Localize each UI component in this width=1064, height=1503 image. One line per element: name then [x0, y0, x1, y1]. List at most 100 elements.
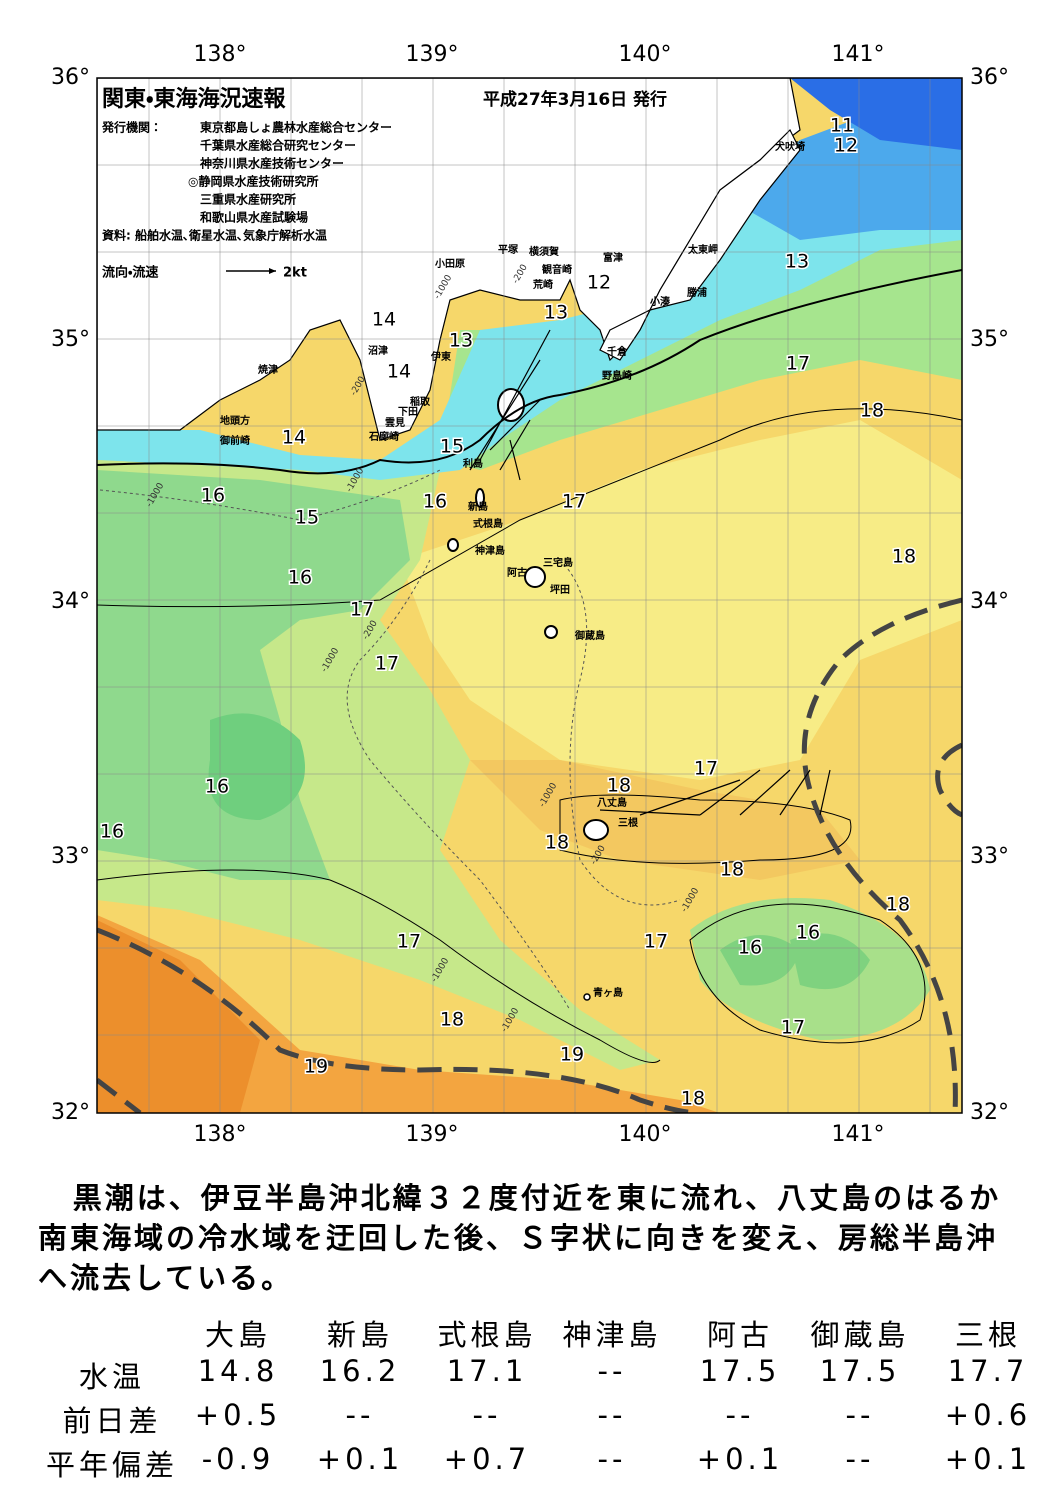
data-source: 資料: 船舶水温､衛星水温､気象庁解析水温 — [102, 228, 327, 243]
latitude-label: 35° — [51, 327, 90, 352]
isotherm-label: 17 — [375, 653, 399, 675]
table-cell: -- — [725, 1398, 755, 1432]
isotherm-label: 19 — [560, 1044, 584, 1066]
column-header: 阿古 — [706, 1318, 774, 1352]
isotherm-label: 17 — [694, 758, 718, 780]
place-name: 三根 — [618, 816, 639, 829]
cool-zone — [97, 470, 410, 880]
isotherm — [97, 269, 962, 475]
isotherm-label: 18 — [886, 894, 910, 916]
isotherm-label: 16 — [100, 821, 124, 843]
longitude-label: 138° — [194, 1122, 247, 1147]
table-cell: +0.1 — [696, 1442, 784, 1476]
column-header: 神津島 — [562, 1318, 662, 1352]
place-name: 神津島 — [474, 544, 505, 557]
place-name: 犬吠埼 — [775, 140, 805, 153]
longitude-label: 140° — [619, 42, 672, 67]
latitude-label: 34° — [970, 589, 1009, 614]
issuer: 神奈川県水産技術センター — [199, 156, 344, 171]
map-labels: 関東・東海海況速報 平成27年3月16日 発行 発行機関： 資料: 船舶水温､衛… — [51, 42, 1009, 1147]
land — [599, 128, 801, 361]
table-cell: 17.7 — [947, 1354, 1029, 1388]
table-cell: 14.8 — [197, 1354, 279, 1388]
issue-date: 平成27年3月16日 発行 — [483, 89, 667, 110]
place-name: 小湊 — [649, 295, 671, 308]
place-name: 地頭方 — [220, 414, 250, 427]
current-vectors — [469, 329, 831, 816]
column-header: 新島 — [326, 1318, 394, 1352]
warm-zone — [97, 920, 260, 1113]
isotherm-label: 12 — [587, 272, 611, 294]
graticule — [97, 78, 962, 1113]
island — [524, 566, 546, 588]
map-title: 関東・東海海況速報 — [102, 86, 286, 112]
place-name: 伊東 — [430, 350, 451, 363]
longitude-label: 141° — [832, 1122, 885, 1147]
isotherm-label: 14 — [372, 309, 396, 331]
place-name: 稲取 — [410, 395, 431, 408]
table-cell: +0.1 — [316, 1442, 404, 1476]
place-name: 富津 — [603, 251, 623, 264]
latitude-label: 32° — [51, 1100, 90, 1125]
legend-speed: 2kt — [283, 266, 307, 281]
cool-zone — [720, 933, 870, 990]
isotherm-label: 17 — [786, 353, 810, 375]
table-cell: -- — [345, 1398, 375, 1432]
cold-zone — [790, 78, 962, 150]
isotherm-label: 16 — [423, 491, 447, 513]
place-name: 観音崎 — [542, 263, 572, 276]
longitude-label: 141° — [832, 42, 885, 67]
isotherm-label: 19 — [304, 1056, 328, 1078]
isotherm-label: 15 — [440, 436, 464, 458]
table-cell: -- — [845, 1442, 875, 1476]
column-header: 三根 — [954, 1318, 1022, 1352]
isotherm-label: 15 — [295, 507, 319, 529]
isotherm-label: 18 — [607, 775, 631, 797]
isotherm-label: 14 — [387, 361, 411, 383]
isotherm-label: 18 — [860, 400, 884, 422]
isotherm-label: 17 — [397, 931, 421, 953]
place-name: 沼津 — [368, 344, 388, 357]
place-name: 勝浦 — [687, 286, 707, 299]
table-cell: +0.5 — [194, 1398, 282, 1432]
isotherm-label: 17 — [644, 931, 668, 953]
isotherm-label: 13 — [544, 302, 568, 324]
isotherm-label: 18 — [440, 1009, 464, 1031]
isotherm-label: 17 — [350, 599, 374, 621]
island — [583, 819, 609, 841]
place-name: 八丈島 — [597, 796, 627, 809]
longitude-label: 139° — [406, 42, 459, 67]
isotherm-label: 18 — [892, 546, 916, 568]
place-name: 太東岬 — [687, 243, 718, 256]
table-cell: 17.5 — [819, 1354, 901, 1388]
issuer: 和歌山県水産試験場 — [199, 210, 308, 225]
issuer-label: 発行機関： — [101, 120, 162, 135]
issuer: 東京都島しょ農林水産総合センター — [200, 120, 392, 135]
place-name: 式根島 — [473, 517, 503, 530]
place-name: 横須賀 — [529, 245, 559, 258]
latitude-label: 34° — [51, 589, 90, 614]
table-cell: -- — [597, 1442, 627, 1476]
place-name: 焼津 — [258, 363, 278, 376]
issuer: 三重県水産研究所 — [200, 192, 296, 207]
legend-arrow — [269, 268, 276, 274]
temperature-table: 大島 新島 式根島 神津島 阿古 御蔵島 三根 水温 14.8 16.2 17.1 -- 17.5 17.… — [0, 1312, 1064, 1492]
island — [475, 488, 485, 508]
place-name: 野島崎 — [602, 369, 632, 382]
table-cell: -- — [845, 1398, 875, 1432]
issuer: 千葉県水産総合研究センター — [200, 138, 356, 153]
table-cell: 16.2 — [319, 1354, 401, 1388]
table-cell: -- — [597, 1354, 627, 1388]
isotherm — [559, 794, 852, 864]
latitude-label: 33° — [970, 844, 1009, 869]
place-name: 阿古 — [507, 566, 527, 579]
island — [544, 625, 558, 639]
kuroshio-axis — [97, 597, 962, 1113]
column-header: 御蔵島 — [810, 1318, 910, 1352]
place-name: 千倉 — [607, 345, 628, 358]
sea-temperature-map: 関東・東海海況速報 平成27年3月16日 発行 発行機関： 資料: 船舶水温､衛… — [51, 42, 1009, 1147]
isotherm-label: 17 — [562, 491, 586, 513]
island — [583, 993, 591, 1001]
table-cell: -0.9 — [201, 1442, 275, 1476]
place-name: 御前崎 — [219, 434, 250, 447]
